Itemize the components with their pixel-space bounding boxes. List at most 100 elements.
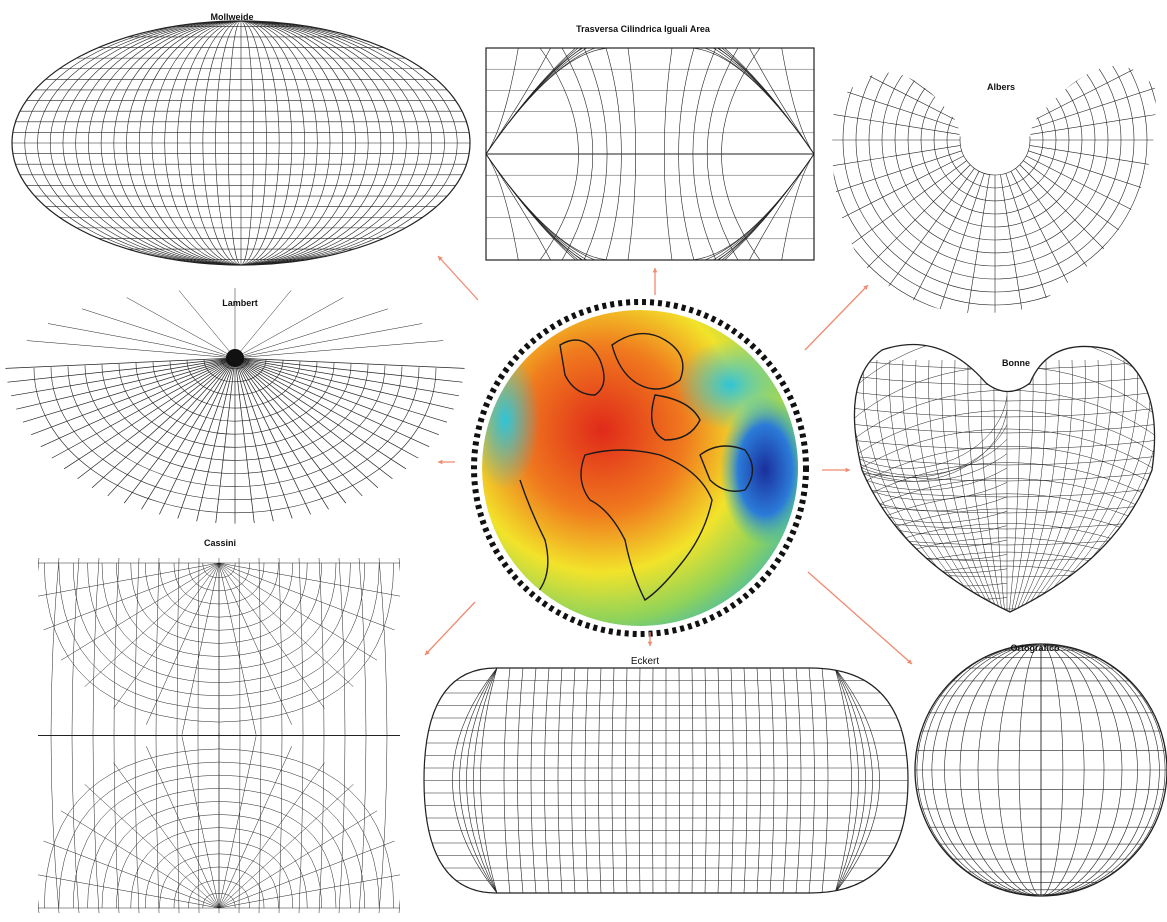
meridian-line (598, 668, 602, 893)
meridian-ray (234, 357, 430, 448)
arrow-head (845, 467, 850, 473)
parallel-band (854, 423, 1155, 434)
meridian-line (1018, 644, 1064, 896)
meridian-ray (1023, 65, 1156, 120)
upper-ray (26, 340, 236, 359)
meridian-ray (920, 65, 985, 107)
pole-ray (60, 810, 220, 909)
meridian-ray (920, 173, 985, 314)
pole-ray (38, 874, 220, 909)
parallel-arc (101, 364, 369, 461)
parallel-arc (832, 65, 1156, 314)
meridian-edge (834, 668, 859, 893)
meridian-ray (234, 357, 463, 383)
pole-curve (555, 48, 814, 155)
meridian-ray (16, 357, 236, 410)
meridian-ray (234, 357, 407, 470)
meridian-edge (459, 668, 498, 893)
meridian-curve (1008, 359, 1021, 612)
meridian-line (769, 668, 775, 893)
meridian-edge (473, 668, 498, 893)
pole-curve (781, 48, 814, 155)
mollweide-outline (11, 20, 471, 266)
meridian-ray (234, 357, 293, 519)
meridian-line (795, 668, 802, 893)
meridian-line (126, 21, 356, 265)
upper-ray (81, 308, 236, 359)
meridian-line (38, 558, 40, 913)
meridian-line (691, 668, 694, 893)
meridian-ray (832, 65, 971, 116)
arrow-head (907, 659, 912, 664)
pole-ray (146, 746, 220, 909)
meridian-ray (853, 168, 975, 314)
meridian-line (177, 21, 305, 265)
pole-ray (218, 810, 378, 909)
meridian-curve (1016, 359, 1073, 612)
meridian-ray (234, 357, 465, 369)
parallel-band (854, 551, 1155, 562)
meridian-ray (832, 160, 967, 282)
arrow-head (438, 256, 443, 261)
meridian-edge (834, 668, 852, 893)
meridian-curve (1010, 359, 1034, 612)
meridian-line (227, 21, 255, 265)
pole-ray (181, 562, 220, 735)
meridian-line (678, 668, 680, 893)
arrow-head (438, 459, 443, 465)
parallel-band (854, 503, 1155, 514)
meridian-line (730, 668, 734, 893)
meridian-ray (234, 357, 379, 489)
parallel-arc (50, 367, 420, 500)
pole-ray (218, 562, 378, 661)
meridian-ray (1028, 150, 1156, 215)
pole-ray (218, 562, 325, 709)
meridian-ray (234, 357, 347, 504)
meridian-ray (885, 171, 980, 314)
pole-ray (218, 736, 257, 909)
meridian-ray (107, 357, 236, 497)
cassini-label: Cassini (203, 538, 237, 548)
pole-curve (749, 153, 814, 260)
transverse-cylindrical-label: Trasversa Cilindrica Iguali Area (576, 24, 710, 34)
pole-ray (218, 562, 292, 725)
meridian-curve (1012, 359, 1047, 612)
meridian-ray (177, 357, 236, 519)
meridian-line (517, 668, 524, 893)
meridian-line (959, 644, 1123, 896)
pole-ray (218, 562, 354, 687)
pole-curve (486, 153, 713, 260)
meridian-ray (832, 65, 964, 125)
pole-ray (84, 784, 220, 909)
meridian-ray (234, 357, 454, 410)
arrow-head (652, 268, 658, 273)
parallel-band (854, 407, 1155, 418)
meridian-ray (832, 65, 962, 130)
meridian-line (717, 668, 721, 893)
meridian-ray (234, 357, 448, 423)
parallel-arc (854, 508, 1155, 612)
meridian-curve (1022, 359, 1112, 612)
albers-label: Albers (986, 82, 1016, 92)
parallel-arc (959, 104, 1031, 176)
meridian-line (530, 668, 537, 893)
upper-ray (234, 290, 292, 359)
parallel-arc (67, 366, 403, 487)
pole-ray (113, 562, 220, 709)
meridian-curve (1026, 359, 1138, 612)
meridian-line (75, 21, 407, 265)
meridian-ray (234, 357, 329, 510)
eckert-graticule (424, 668, 908, 893)
meridian-line (189, 21, 293, 265)
meridian-line (922, 644, 1160, 896)
projection-arrow (807, 571, 913, 665)
meridian-line (625, 668, 628, 893)
pole-ray (113, 762, 220, 909)
meridian-ray (234, 357, 439, 436)
meridian-ray (31, 357, 236, 436)
meridian-ray (22, 357, 236, 423)
meridian-edge (452, 668, 498, 893)
meridian-curve (967, 359, 1002, 612)
meridian-curve (1020, 359, 1099, 612)
meridian-ray (1019, 164, 1156, 310)
